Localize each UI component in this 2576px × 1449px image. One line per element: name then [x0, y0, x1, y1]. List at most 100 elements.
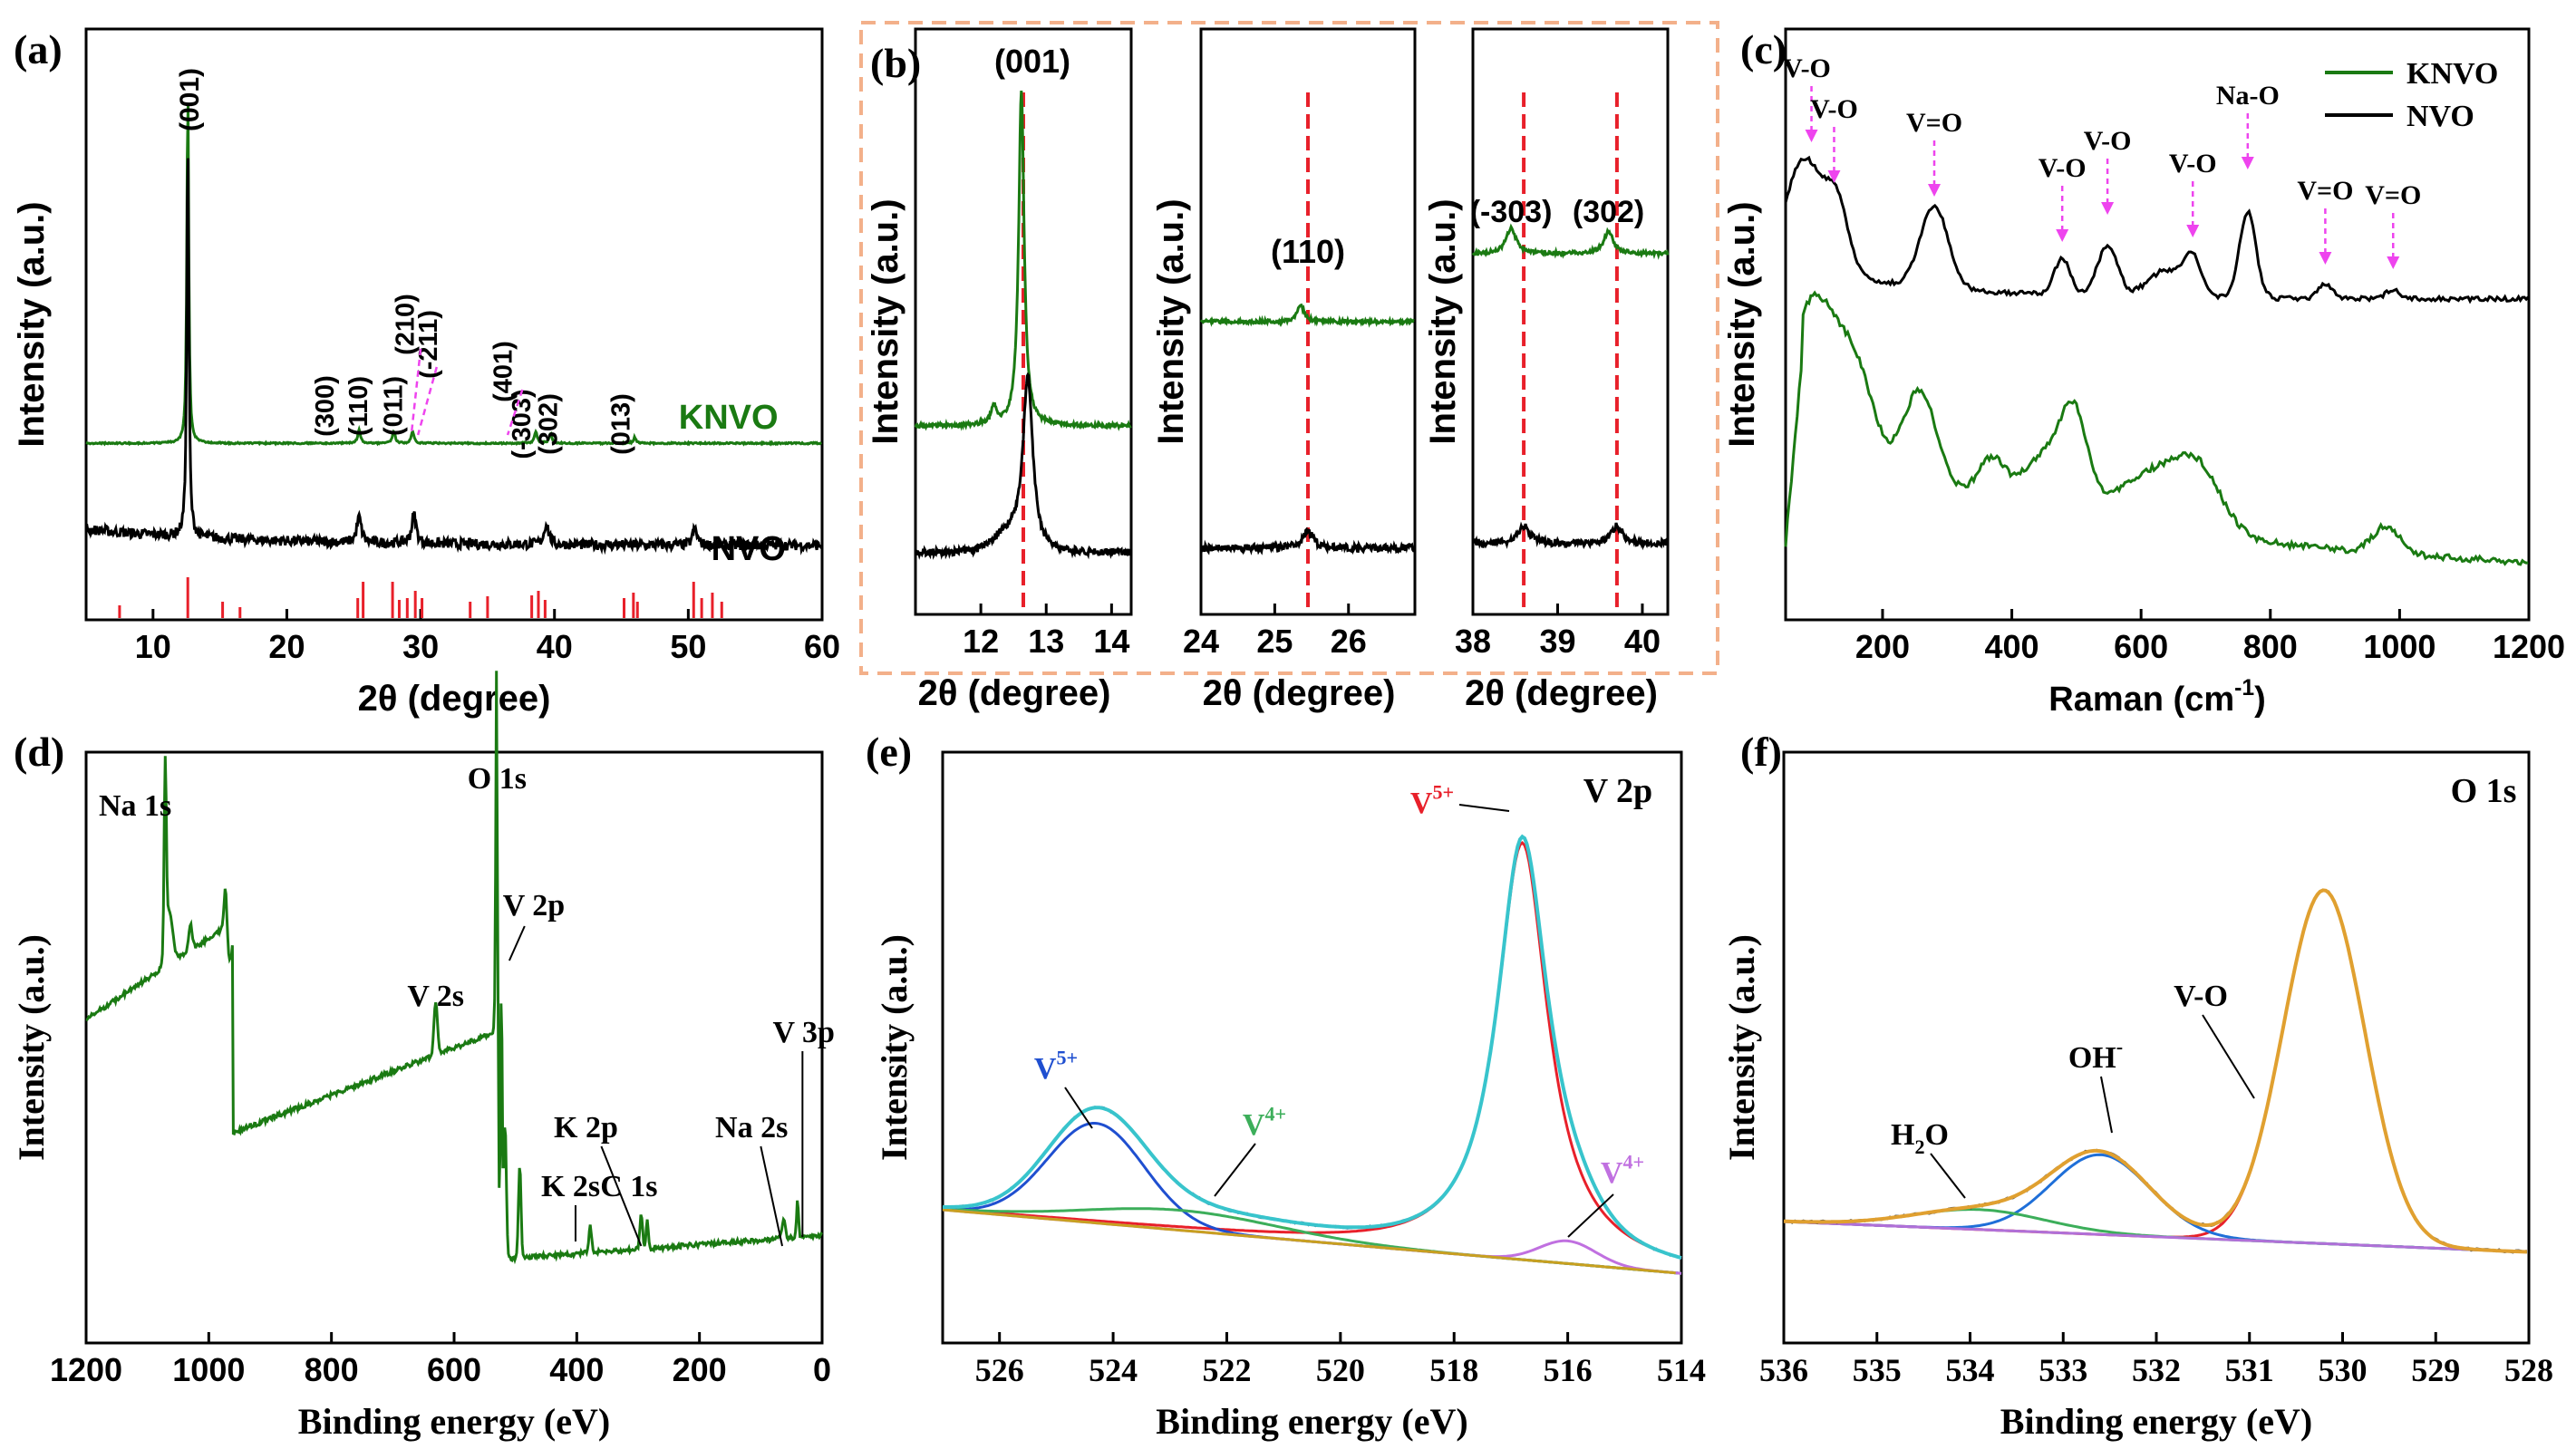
- x-tick-label: 25: [1256, 623, 1293, 660]
- raw-data-line: [942, 836, 1682, 1261]
- x-tick-label: 400: [549, 1351, 604, 1388]
- label-arrow: [1930, 1153, 1966, 1199]
- x-tick-label: 534: [1946, 1352, 1995, 1388]
- raman-peak-label: Na-O: [2216, 81, 2280, 111]
- legend-nvo: NVO: [2407, 100, 2474, 133]
- raman-arrowhead: [1805, 130, 1818, 142]
- nvo-zoom-line: [1199, 526, 1415, 555]
- panel-f-ylabel: Intensity (a.u.): [1721, 934, 1762, 1161]
- panel-b-xlabel: 2θ (degree): [918, 673, 1111, 713]
- x-tick-label: 600: [427, 1351, 481, 1388]
- x-tick-label: 38: [1455, 623, 1491, 660]
- x-tick-label: 24: [1183, 623, 1219, 660]
- panel-a-ylabel: Intensity (a.u.): [12, 201, 52, 447]
- legend-knvo: KNVO: [679, 399, 779, 437]
- peak-label-001: (001): [175, 68, 205, 131]
- x-tick-label: 533: [2039, 1352, 2087, 1388]
- nvo-xrd-line: [85, 158, 823, 555]
- raman-peak-label: V=O: [2297, 176, 2353, 206]
- background-line: [942, 1208, 1676, 1275]
- x-tick-label: 60: [804, 628, 840, 665]
- x-tick-label: 14: [1093, 623, 1129, 660]
- background-line: [1783, 1220, 2520, 1253]
- label-h2o: H2O: [1891, 1118, 1949, 1158]
- panel-b-xlabel: 2θ (degree): [1203, 673, 1396, 713]
- panel-e-frame: [941, 750, 1683, 1345]
- raw-data-line: [1783, 888, 2528, 1254]
- panel-b-box: [859, 21, 1719, 675]
- panel-c-xlabel: Raman (cm-1): [2048, 676, 2265, 719]
- knvo-raman-line: [1784, 290, 2529, 566]
- x-tick-label: 532: [2132, 1352, 2181, 1388]
- xps-survey-line: [85, 671, 824, 1265]
- xps-label-v2p: V 2p: [503, 889, 565, 923]
- x-tick-label: 1200: [50, 1351, 122, 1388]
- panel-f-frame: [1782, 750, 2531, 1345]
- xps-label-k2s: K 2s: [541, 1170, 600, 1203]
- x-tick-label: 520: [1316, 1352, 1365, 1388]
- xps-label-na1s: Na 1s: [99, 789, 171, 823]
- peak-label: (-303): [1470, 195, 1553, 229]
- x-tick-label: 50: [670, 628, 706, 665]
- label-v4-main: V4+: [1601, 1151, 1644, 1190]
- panel-label-d: (d): [14, 729, 64, 775]
- peak-label: (011): [379, 376, 408, 436]
- xps-arrow: [600, 1145, 643, 1247]
- panel-b-ylabel: Intensity (a.u.): [1151, 198, 1191, 444]
- panel-f-title: O 1s: [2451, 772, 2517, 810]
- label-v5-sat: V5+: [1034, 1047, 1078, 1086]
- panel-a-xlabel: 2θ (degree): [358, 679, 551, 719]
- panel-e-title: V 2p: [1583, 772, 1652, 810]
- arrow-210: [410, 348, 422, 436]
- label-arrow: [2202, 1014, 2255, 1099]
- xps-label-na2s: Na 2s: [715, 1111, 788, 1145]
- panel-label-e: (e): [866, 729, 912, 775]
- arrow-211: [416, 366, 439, 436]
- x-tick-label: 531: [2225, 1352, 2274, 1388]
- raman-arrowhead: [2387, 256, 2400, 269]
- panel-e-xlabel: Binding energy (eV): [1156, 1401, 1467, 1442]
- x-tick-label: 530: [2319, 1352, 2368, 1388]
- label-oh: OH-: [2068, 1036, 2123, 1075]
- xps-label-k2p: K 2p: [554, 1111, 618, 1145]
- panel-label-b: (b): [870, 40, 921, 86]
- label-arrow: [1064, 1087, 1093, 1129]
- nvo-zoom-line: [1471, 521, 1670, 551]
- raman-peak-label: V-O: [1783, 53, 1831, 83]
- x-tick-label: 400: [1985, 628, 2039, 665]
- panel-label-a: (a): [14, 26, 63, 72]
- x-tick-label: 13: [1028, 623, 1064, 660]
- fit-component: [1783, 888, 2527, 1253]
- label-arrow: [1567, 1193, 1614, 1238]
- x-tick-label: 514: [1657, 1352, 1706, 1388]
- x-tick-label: 529: [2411, 1352, 2460, 1388]
- panel-b3-frame: [1471, 27, 1670, 616]
- xps-label-o1s: O 1s: [468, 762, 527, 796]
- peak-label: (110): [1271, 233, 1345, 270]
- label-arrow: [2100, 1076, 2113, 1134]
- label-v5-main: V5+: [1410, 781, 1454, 820]
- peak-label: (302): [535, 393, 564, 455]
- x-tick-label: 528: [2504, 1352, 2553, 1388]
- xps-label-v2s: V 2s: [407, 980, 464, 1013]
- x-tick-label: 20: [268, 628, 305, 665]
- panel-b-ylabel: Intensity (a.u.): [866, 198, 905, 444]
- raman-arrowhead: [2319, 252, 2332, 265]
- peak-label: (001): [994, 43, 1070, 80]
- xps-label-c1s: C 1s: [600, 1170, 657, 1203]
- knvo-xrd-line: [85, 105, 822, 447]
- legend-nvo: NVO: [712, 530, 786, 568]
- x-tick-label: 10: [135, 628, 171, 665]
- x-tick-label: 536: [1759, 1352, 1808, 1388]
- peak-label: (-211): [414, 310, 443, 379]
- raman-arrowhead: [2056, 229, 2069, 242]
- panel-d-xlabel: Binding energy (eV): [298, 1401, 610, 1442]
- raman-peak-label: V=O: [1906, 108, 1962, 138]
- fit-component: [942, 841, 1682, 1260]
- x-tick-label: 30: [402, 628, 439, 665]
- panel-a-frame: [84, 27, 824, 622]
- peak-label: (401): [489, 341, 518, 402]
- nvo-zoom-line: [914, 372, 1132, 560]
- knvo-zoom-line: [1199, 303, 1415, 328]
- legend-knvo: KNVO: [2407, 57, 2498, 91]
